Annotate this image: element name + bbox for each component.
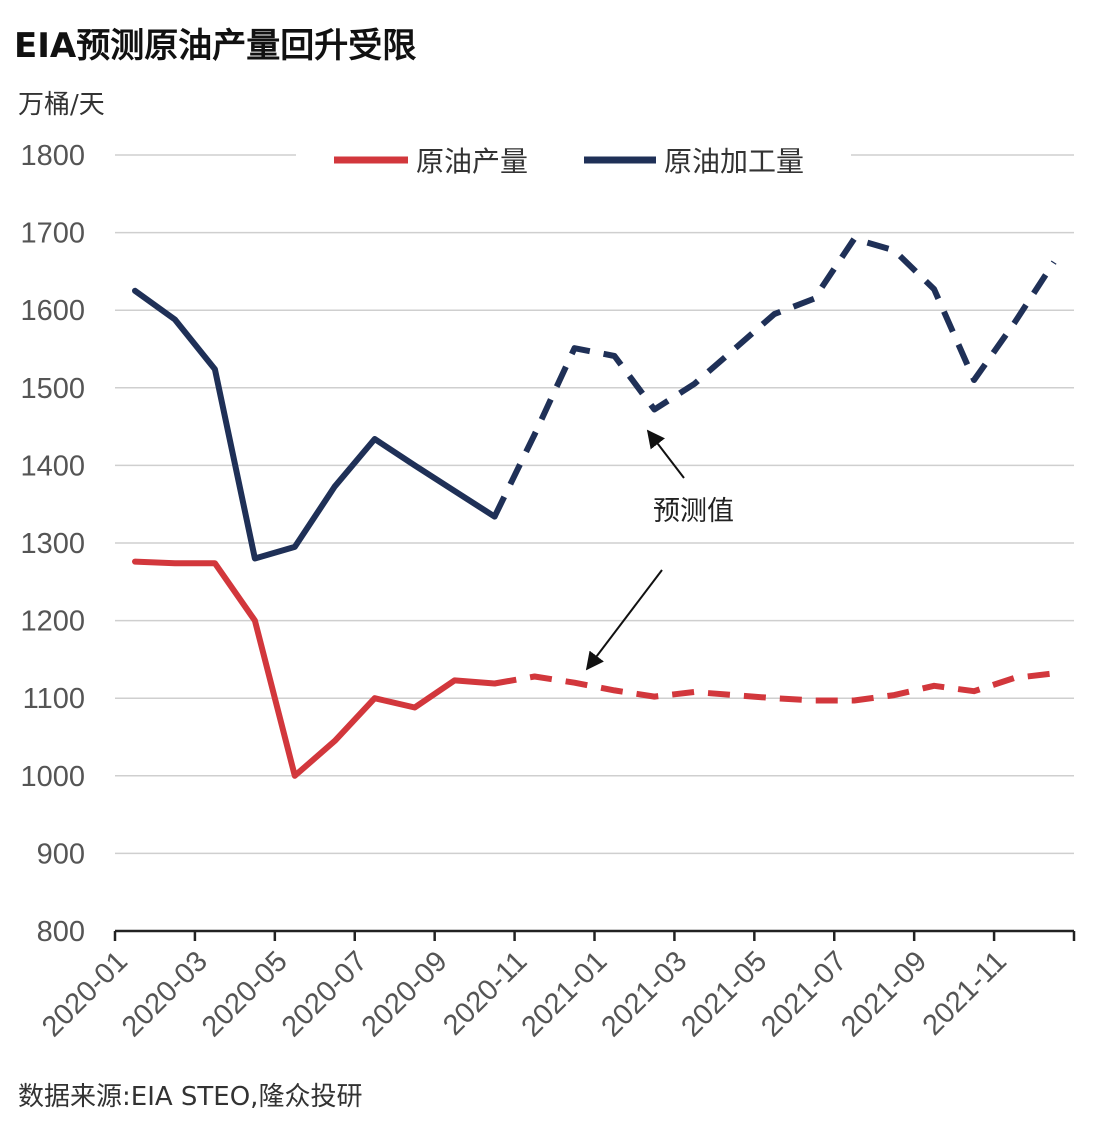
x-tick-label: 2021-03 [595,945,693,1043]
y-tick-label: 1200 [20,606,85,638]
x-tick-label: 2020-07 [276,945,374,1043]
x-tick-label: 2021-05 [675,945,773,1043]
axes [113,929,1076,941]
x-tick-label: 2021-07 [755,945,853,1043]
x-tick-label: 2020-09 [356,945,454,1043]
y-tick-label: 1700 [20,218,85,250]
chart-title: EIA预测原油产量回升受限 [14,26,417,66]
y-tick-label: 1500 [20,373,85,405]
x-tick-label: 2020-05 [196,945,294,1043]
y-tick-label: 1600 [20,295,85,327]
legend: 原油产量 原油加工量 [296,138,851,180]
y-tick-label: 900 [37,838,85,870]
annotation-arrow-lower [585,569,663,671]
annotation-arrow-upper [646,429,685,479]
x-tick-labels: 2020-012020-032020-052020-072020-092020-… [36,945,1013,1043]
grid-lines [115,154,1074,855]
series-lines [132,235,1057,779]
x-tick-label: 2021-01 [516,945,614,1043]
y-tick-label: 1400 [20,450,85,482]
x-tick-label: 2021-09 [835,945,933,1043]
legend-label-crude-processing: 原油加工量 [664,145,804,178]
x-tick-label: 2020-11 [437,945,533,1041]
series-0-actual-line [132,558,498,779]
legend-label-crude-production: 原油产量 [416,145,528,178]
x-tick-label: 2020-03 [116,945,214,1043]
annotation-label: 预测值 [653,496,734,527]
y-tick-labels: 800 900 1000 1100 1200 1300 1400 1500 1600 1700 18… [20,140,85,948]
y-tick-label: 1100 [23,683,85,715]
series-1-actual-line [132,287,498,562]
y-tick-label: 1000 [20,761,85,793]
series-1-forecast-line [491,235,1057,518]
forecast-annotation: 预测值 [585,429,734,671]
y-tick-label: 1800 [20,140,85,172]
y-tick-label: 1300 [20,528,85,560]
x-tick-label: 2020-01 [36,945,134,1043]
series-0-forecast-line [494,670,1055,704]
y-tick-label: 800 [37,916,85,948]
data-source-note: 数据来源:EIA STEO,隆众投研 [18,1082,363,1112]
x-tick-label: 2021-11 [917,945,1013,1041]
y-axis-unit-label: 万桶/天 [18,90,105,120]
